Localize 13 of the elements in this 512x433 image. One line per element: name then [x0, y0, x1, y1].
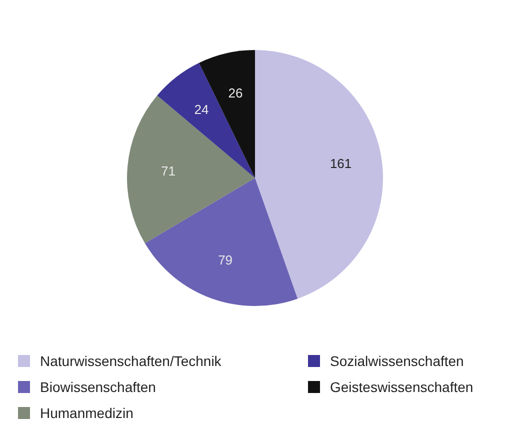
pie-slice — [255, 50, 383, 299]
data-label: 24 — [194, 102, 209, 117]
legend-label: Humanmedizin — [40, 405, 134, 421]
legend-label: Naturwissenschaften/Technik — [40, 353, 222, 369]
pie-slice — [157, 62, 255, 178]
legend-label: Sozialwissenschaften — [330, 353, 464, 369]
data-label: 71 — [161, 163, 176, 178]
legend-label: Geisteswissenschaften — [330, 379, 474, 395]
data-label: 26 — [228, 86, 243, 101]
pie-slice — [144, 178, 298, 306]
legend-label: Biowissenschaften — [40, 379, 156, 395]
data-label: 79 — [218, 252, 233, 268]
data-label: 161 — [330, 156, 352, 171]
